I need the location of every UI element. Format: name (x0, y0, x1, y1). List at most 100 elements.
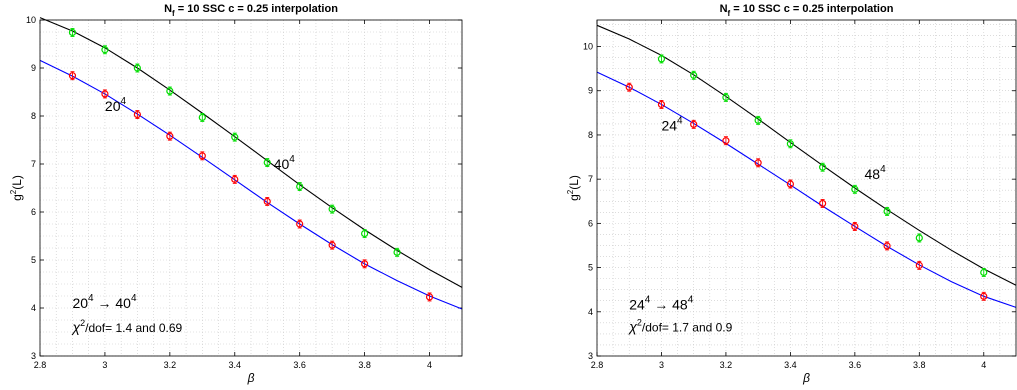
data-point (101, 90, 109, 98)
annot-label-large-base: 48 (865, 166, 881, 182)
data-point (68, 28, 77, 37)
annot-transition: 244 → 484 (629, 295, 694, 313)
y-tick-label: 9 (31, 63, 36, 73)
transition-to: 48 (672, 297, 688, 313)
annot-label-small-sup: 4 (677, 116, 683, 127)
x-tick-label: 3.4 (229, 360, 242, 370)
data-point (361, 260, 369, 268)
x-tick-label: 3.2 (164, 360, 177, 370)
x-tick-label: 3.8 (913, 360, 926, 370)
data-point (690, 71, 698, 79)
data-point (328, 241, 336, 249)
y-axis-title-g: g (10, 194, 24, 201)
data-point (980, 268, 988, 277)
y-tick-label: 3 (31, 351, 36, 361)
y-axis-title-sup: 2 (9, 189, 18, 194)
y-tick-label: 5 (588, 263, 593, 273)
x-tick-label: 3.2 (720, 360, 733, 370)
y-tick-label: 4 (31, 303, 36, 313)
data-point (754, 116, 762, 124)
transition-from-sup: 4 (645, 295, 651, 306)
y-axis-title: g2(L) (566, 175, 581, 201)
title-rest: = 10 SSC c = 0.25 interpolation (730, 3, 894, 15)
data-point (296, 182, 304, 191)
transition-from: 24 (629, 297, 645, 313)
x-tick-label: 3 (659, 360, 664, 370)
x-tick-label: 2.8 (591, 360, 604, 370)
y-tick-label: 7 (588, 174, 593, 184)
series-curve-2 (39, 17, 463, 288)
y-tick-label: 4 (588, 307, 593, 317)
data-point (754, 159, 762, 167)
data-point (819, 199, 827, 208)
title-n: N (164, 3, 172, 15)
data-point (915, 234, 923, 242)
data-point (133, 64, 141, 72)
annot-label-large: 404 (274, 154, 296, 172)
y-axis-title-sup: 2 (566, 189, 575, 194)
x-tick-label: 3.6 (293, 360, 306, 370)
transition-to: 40 (115, 295, 131, 311)
y-tick-label: 7 (31, 159, 36, 169)
y-axis-title-rest: (L) (567, 175, 581, 190)
data-point (231, 133, 239, 141)
data-point (883, 242, 891, 250)
annot-label-small-base: 20 (105, 98, 121, 114)
y-tick-label: 5 (31, 255, 36, 265)
x-axis-title: β (247, 371, 255, 385)
x-tick-label: 4 (981, 360, 986, 370)
data-point (625, 83, 633, 91)
series-points-2 (657, 54, 988, 277)
series-points-1 (625, 82, 988, 301)
x-tick-label: 3.8 (358, 360, 371, 370)
x-tick-label: 3.6 (849, 360, 862, 370)
transition-from: 20 (72, 295, 88, 311)
annot-chi-squared: χ2/dof= 1.4 and 0.69 (70, 318, 182, 335)
data-point (263, 158, 271, 167)
series-curve-1 (596, 71, 1017, 308)
annot-label-small-sup: 4 (121, 96, 127, 107)
data-point (393, 248, 401, 256)
series-points-2 (68, 28, 401, 257)
chi-rest: /dof= 1.4 and 0.69 (85, 321, 182, 335)
transition-from-sup: 4 (88, 293, 94, 304)
y-tick-label: 10 (583, 42, 593, 52)
transition-to-sup: 4 (131, 293, 137, 304)
y-tick-label: 6 (588, 218, 593, 228)
chi-symbol: χ (70, 319, 80, 335)
chi-rest: /dof= 1.7 and 0.9 (642, 321, 733, 335)
plot-frame (596, 19, 1017, 357)
data-point (101, 46, 109, 54)
x-tick-label: 3 (102, 360, 107, 370)
data-point (690, 120, 698, 128)
y-axis-title-rest: (L) (10, 175, 24, 190)
annot-label-large-sup: 4 (880, 164, 886, 175)
chi-symbol: χ (627, 319, 637, 335)
data-point (198, 113, 206, 122)
data-point (786, 180, 794, 188)
x-axis-title: β (802, 371, 810, 385)
data-point (851, 185, 859, 193)
title-n: N (720, 3, 728, 15)
y-tick-label: 8 (31, 111, 36, 121)
annot-transition: 204 → 404 (72, 293, 137, 311)
y-tick-label: 8 (588, 130, 593, 140)
data-point (361, 230, 369, 238)
data-point (425, 293, 434, 301)
data-point (133, 110, 141, 119)
y-axis-title-g: g (567, 194, 581, 201)
annot-label-large-sup: 4 (289, 154, 295, 165)
data-point (722, 93, 730, 101)
data-point (198, 152, 206, 160)
annot-chi-squared: χ2/dof= 1.7 and 0.9 (627, 318, 732, 335)
annot-label-small-base: 24 (661, 118, 677, 134)
data-point (786, 140, 794, 148)
x-tick-label: 3.4 (784, 360, 797, 370)
data-point (722, 137, 730, 145)
annot-label-large-base: 40 (274, 156, 290, 172)
y-axis-title: g2(L) (9, 175, 24, 201)
data-point (915, 261, 923, 269)
data-point (231, 175, 239, 183)
